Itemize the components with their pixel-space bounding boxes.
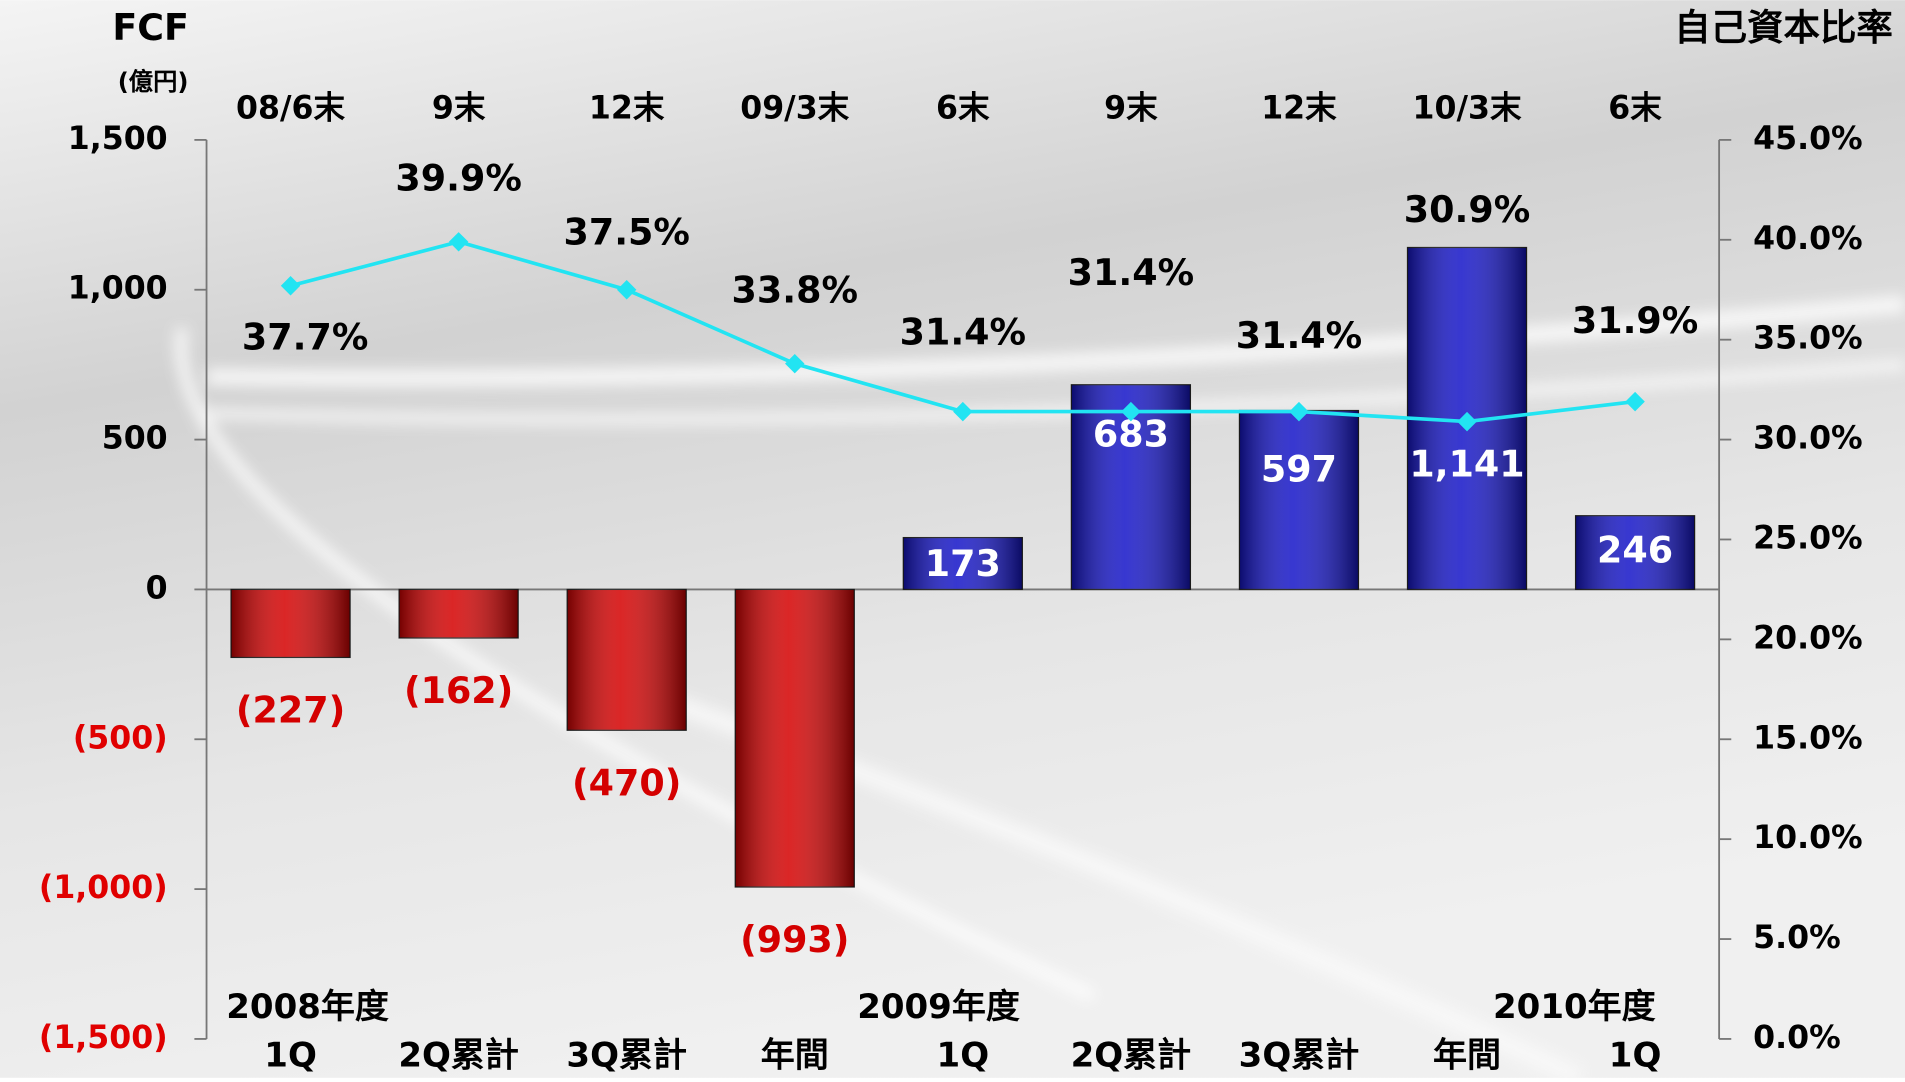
data-label: (227)	[236, 689, 345, 732]
y2-tick-label: 10.0%	[1753, 820, 1863, 856]
x-tick-label: 1Q	[937, 1036, 990, 1076]
y2-tick-label: 45.0%	[1753, 121, 1863, 157]
line-marker	[1457, 411, 1477, 432]
period-end-label: 6末	[1608, 91, 1662, 127]
period-end-label: 12末	[1261, 91, 1337, 127]
x-tick-label: 2Q累計	[1071, 1036, 1192, 1076]
y2-tick-label: 30.0%	[1753, 421, 1863, 457]
category-group-label: 2009年度	[857, 987, 1020, 1027]
y-tick-label: (500)	[73, 720, 168, 756]
bar-shade	[1239, 410, 1359, 590]
line-marker	[1289, 401, 1309, 422]
y-axis-unit: (億円)	[118, 67, 189, 96]
bar-shade	[903, 537, 1023, 590]
data-label: (993)	[740, 918, 849, 961]
data-label: 31.4%	[1236, 314, 1362, 357]
data-label: (162)	[404, 669, 513, 712]
bar-shade	[735, 589, 855, 888]
line-marker	[280, 276, 301, 296]
y2-tick-label: 0.0%	[1753, 1020, 1841, 1056]
period-end-label: 9末	[432, 91, 486, 127]
data-label: 30.9%	[1404, 188, 1530, 231]
y2-tick-label: 20.0%	[1753, 620, 1863, 656]
y2-tick-label: 5.0%	[1753, 920, 1841, 956]
data-label: 37.7%	[242, 316, 368, 359]
x-tick-label: 3Q累計	[566, 1036, 687, 1076]
y2-tick-label: 35.0%	[1753, 321, 1863, 357]
data-label: 597	[1261, 448, 1337, 491]
line-marker	[1625, 391, 1645, 412]
period-end-label: 9末	[1104, 91, 1158, 127]
y-tick-label: 1,000	[68, 271, 168, 307]
data-label: 246	[1597, 529, 1673, 572]
data-label: 33.8%	[732, 268, 858, 311]
y-tick-label: 0	[146, 570, 168, 606]
y2-tick-label: 25.0%	[1753, 520, 1863, 556]
x-tick-label: 1Q	[1609, 1036, 1662, 1076]
x-tick-label: 1Q	[264, 1036, 317, 1076]
period-end-label: 09/3末	[740, 91, 849, 127]
category-group-label: 2010年度	[1493, 987, 1656, 1027]
x-tick-label: 3Q累計	[1239, 1036, 1360, 1076]
bar-shade	[1575, 515, 1695, 590]
y-tick-label: (1,000)	[39, 870, 168, 906]
chart-title: FCF	[112, 6, 189, 49]
data-label: 37.5%	[563, 210, 689, 253]
line-marker	[448, 232, 469, 252]
y-tick-label: (1,500)	[39, 1020, 168, 1056]
period-end-label: 10/3末	[1413, 91, 1522, 127]
data-label: 39.9%	[395, 156, 521, 199]
y2-axis-label: 自己資本比率	[1674, 6, 1893, 49]
period-end-label: 08/6末	[236, 91, 345, 127]
x-tick-label: 年間	[1433, 1036, 1501, 1076]
x-tick-label: 年間	[761, 1036, 829, 1076]
y2-tick-label: 15.0%	[1753, 720, 1863, 756]
data-label: 31.4%	[1068, 251, 1194, 294]
bar-shade	[399, 589, 519, 638]
data-label: (470)	[572, 761, 681, 804]
category-group-label: 2008年度	[226, 987, 389, 1027]
x-tick-label: 2Q累計	[398, 1036, 519, 1076]
period-end-label: 6末	[936, 91, 990, 127]
bar-shade	[567, 589, 687, 731]
period-end-label: 12末	[589, 91, 665, 127]
y-tick-label: 500	[102, 421, 168, 457]
data-label: 173	[925, 542, 1001, 585]
data-label: 1,141	[1409, 443, 1524, 486]
data-label: 31.9%	[1572, 299, 1698, 342]
y-tick-label: 1,500	[68, 121, 168, 157]
data-label: 31.4%	[900, 310, 1026, 353]
y2-tick-label: 40.0%	[1753, 221, 1863, 257]
bar-shade	[231, 589, 351, 658]
